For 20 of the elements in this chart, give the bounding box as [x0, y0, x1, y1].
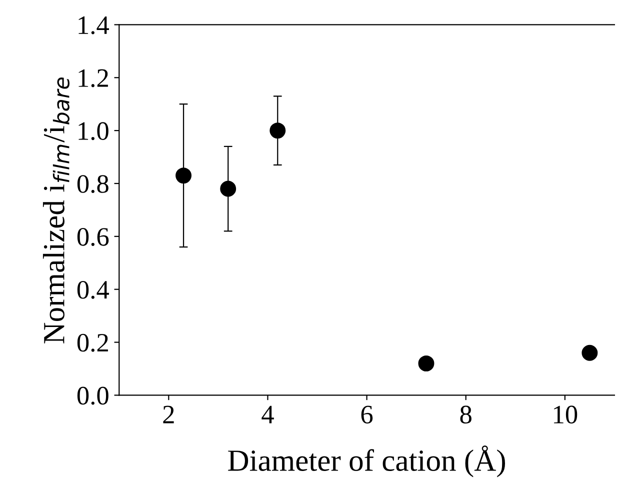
point — [270, 122, 286, 139]
point — [582, 344, 598, 361]
point — [220, 180, 236, 197]
x-axis-title: Diameter of cation (Å) — [228, 446, 506, 478]
y-tick-label: 0.8 — [77, 175, 108, 194]
point — [176, 168, 192, 184]
y-axis-title: Normalized i$_{film}$/i$_{bare}$ — [42, 78, 70, 344]
y-tick-label: 0.4 — [77, 280, 109, 299]
y-tick-label: 1.0 — [78, 122, 108, 140]
y-tick-label: 1.4 — [78, 16, 109, 34]
y-tick-label: 0.0 — [77, 386, 108, 405]
x-tick-label: 6 — [361, 406, 373, 424]
y-tick-label: 1.2 — [78, 69, 108, 88]
x-tick-label: 10 — [554, 406, 578, 424]
x-tick-label: 4 — [262, 406, 274, 424]
point — [418, 355, 434, 372]
y-tick-label: 0.2 — [77, 334, 108, 352]
x-tick-label: 8 — [460, 406, 472, 424]
x-tick-label: 2 — [163, 406, 174, 424]
y-tick-label: 0.6 — [77, 228, 109, 246]
